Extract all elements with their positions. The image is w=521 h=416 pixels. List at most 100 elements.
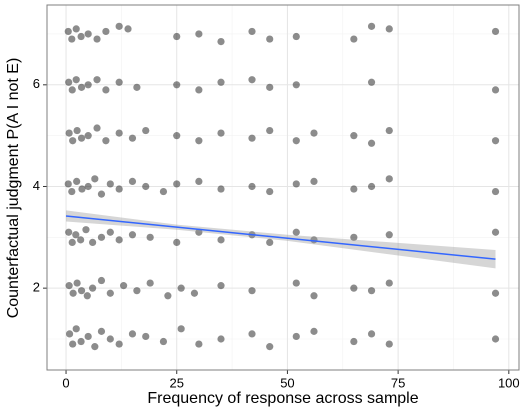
point (310, 327, 318, 335)
point (266, 126, 274, 135)
point (93, 35, 101, 43)
point (248, 182, 256, 191)
point (266, 187, 274, 196)
point (72, 231, 80, 239)
point (142, 332, 150, 341)
point (115, 22, 123, 30)
point (195, 340, 203, 348)
point (106, 228, 114, 236)
point (491, 86, 500, 94)
point (64, 27, 72, 36)
point (69, 137, 77, 145)
point (115, 340, 123, 348)
point (385, 126, 393, 135)
point (195, 137, 203, 145)
point (217, 236, 225, 244)
point (124, 25, 132, 33)
point (91, 343, 99, 351)
point (77, 134, 86, 142)
point (367, 78, 376, 86)
point (133, 287, 141, 295)
point (128, 330, 137, 338)
point (195, 86, 203, 94)
point (177, 325, 185, 333)
point (491, 335, 500, 343)
point (106, 289, 114, 297)
point (133, 83, 141, 91)
point (68, 86, 76, 94)
point (102, 86, 110, 94)
x-tick-label: 100 (498, 375, 520, 390)
point (248, 76, 256, 84)
point (159, 337, 168, 346)
point (266, 83, 274, 91)
x-tick-label: 75 (391, 375, 405, 390)
point (89, 284, 97, 292)
point (217, 38, 225, 46)
point (266, 35, 274, 43)
point (82, 226, 90, 234)
point (64, 180, 72, 188)
point (292, 279, 300, 287)
confidence-band (66, 210, 496, 269)
point (266, 238, 274, 247)
point (491, 289, 500, 297)
point (84, 81, 92, 89)
point (77, 287, 86, 295)
point (292, 32, 300, 41)
point (73, 126, 81, 135)
point (177, 284, 185, 292)
point (195, 228, 203, 236)
point (93, 76, 101, 84)
point (248, 27, 256, 36)
point (106, 180, 114, 188)
point (173, 81, 181, 89)
point (491, 27, 500, 36)
point (84, 332, 92, 341)
y-tick-label: 6 (33, 76, 40, 91)
point (73, 177, 81, 185)
point (195, 177, 203, 185)
point (84, 30, 92, 38)
point (84, 182, 92, 191)
point (84, 132, 92, 140)
point (128, 231, 137, 239)
point (292, 81, 300, 89)
y-axis-label: Counterfactual judgment P(A I not E) (5, 58, 22, 319)
point (248, 287, 256, 295)
point (65, 129, 73, 137)
point (367, 182, 376, 191)
point (217, 185, 225, 193)
point (102, 137, 110, 145)
point (97, 276, 106, 285)
point (173, 132, 181, 140)
point (367, 139, 376, 147)
point (248, 330, 256, 338)
point (97, 233, 106, 241)
point (69, 340, 77, 348)
point (350, 185, 358, 193)
point (292, 228, 300, 236)
point (491, 187, 500, 196)
point (68, 187, 76, 196)
point (128, 134, 137, 142)
point (115, 236, 123, 244)
point (367, 287, 376, 295)
point (77, 83, 86, 91)
point (120, 282, 128, 290)
point (195, 30, 203, 38)
point (217, 282, 225, 290)
point (385, 231, 393, 239)
point (350, 233, 358, 241)
point (65, 330, 74, 338)
point (89, 238, 97, 247)
point (292, 137, 300, 145)
point (115, 78, 123, 86)
point (77, 337, 85, 346)
point (159, 187, 168, 196)
x-axis-label: Frequency of response across sample (147, 390, 418, 407)
point (310, 177, 318, 185)
point (72, 76, 80, 84)
point (367, 330, 376, 338)
